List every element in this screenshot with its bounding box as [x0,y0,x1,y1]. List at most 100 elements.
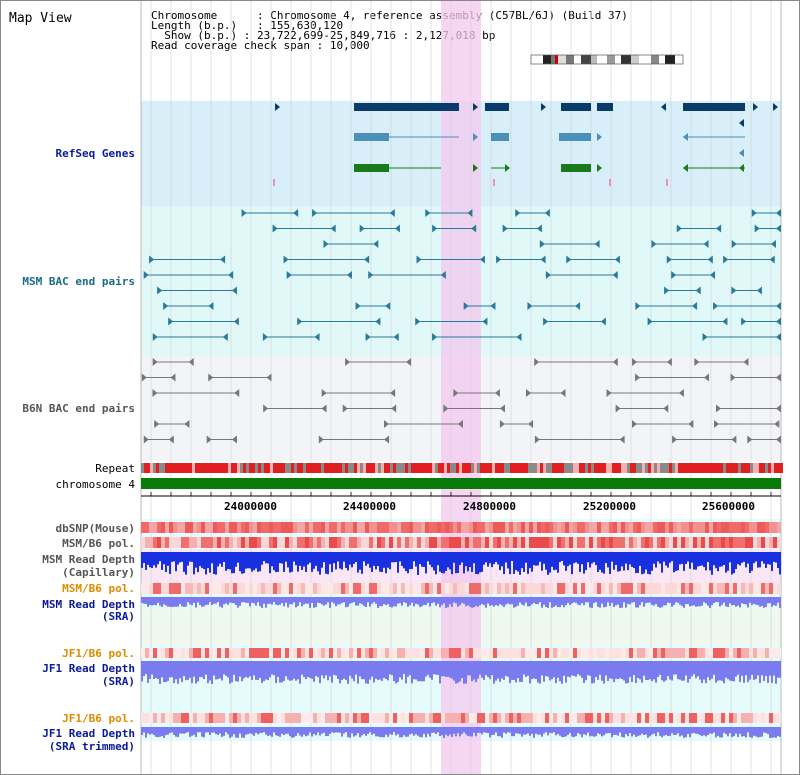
read-depth-bar [531,597,533,605]
read-depth-bar [449,727,451,735]
heat-cell [397,713,401,723]
read-depth-bar [465,552,467,567]
read-depth-bar [283,552,285,573]
heat-cell [261,522,265,533]
heat-cell [653,522,657,533]
heat-cell [249,648,253,658]
repeat-segment [246,463,249,473]
heat-cell [281,522,285,533]
msm-bac-end-marker [440,271,446,279]
heat-cell [557,522,561,533]
read-depth-bar [495,727,497,733]
heat-cell [541,583,545,594]
read-depth-bar [453,552,455,563]
read-depth-bar [305,552,307,572]
read-depth-bar [351,661,353,679]
heat-cell [345,537,349,548]
read-depth-bar [339,552,341,569]
read-depth-bar [667,727,669,737]
read-depth-bar [159,727,161,737]
read-depth-bar [511,727,513,737]
read-depth-bar [249,727,251,734]
repeat-segment [684,463,687,473]
repeat-segment [375,463,378,473]
heat-cell [725,583,729,594]
read-depth-bar [599,727,601,735]
heat-cell [345,583,349,594]
read-depth-bar [473,727,475,733]
read-depth-bar [393,661,395,682]
read-depth-bar [275,552,277,573]
read-depth-bar [401,552,403,567]
read-depth-bar [479,661,481,675]
read-depth-bar [701,661,703,683]
heat-cell [741,583,745,594]
chromosome-ideogram-band [591,55,597,64]
read-depth-bar [153,727,155,736]
heat-cell [205,648,209,658]
heat-cell [393,537,397,548]
heat-cell [313,583,317,594]
heat-cell [257,713,261,723]
read-depth-bar [379,727,381,738]
read-depth-bar [725,597,727,607]
b6n-bac-end-marker [406,358,412,366]
msm-bac-end-marker [695,286,701,295]
read-depth-bar [229,597,231,603]
repeat-segment [696,463,699,473]
read-depth-bar [315,727,317,736]
read-depth-bar [347,597,349,607]
read-depth-bar [283,727,285,736]
heat-cell [281,648,285,658]
heat-cell [661,522,665,533]
heat-cell [317,522,321,533]
heat-cell [485,522,489,533]
track-label-msm-bac[interactable]: MSM BAC end pairs [22,275,135,288]
read-depth-bar [213,597,215,604]
read-depth-bar [591,727,593,736]
repeat-segment [216,463,219,473]
read-depth-bar [351,552,353,568]
heat-cell [169,583,173,594]
read-depth-bar [777,661,779,678]
read-depth-bar [691,597,693,606]
read-depth-bar [729,597,731,604]
track-label-refseq[interactable]: RefSeq Genes [55,147,135,160]
read-depth-bar [683,552,685,571]
read-depth-bar [613,661,615,683]
msm-bac-end-marker [635,302,641,310]
msm-bac-end-marker [710,271,716,279]
region-info: Chromosome : Chromosome 4, reference ass… [151,9,628,52]
read-depth-bar [321,552,323,568]
repeat-segment [195,463,198,473]
read-depth-bar [765,597,767,607]
heat-cell [633,522,637,533]
read-depth-bar [737,552,739,565]
read-depth-bar [183,552,185,572]
read-depth-bar [575,597,577,603]
read-depth-bar [719,597,721,607]
read-depth-bar [681,727,683,736]
heat-cell [437,583,441,594]
heat-cell [189,713,193,723]
read-depth-bar [207,661,209,684]
msm-bac-end-marker [393,333,399,341]
read-depth-bar [273,661,275,676]
read-depth-bar [699,597,701,607]
heat-cell [769,713,773,723]
heat-cell [553,648,557,658]
heat-cell [669,537,673,548]
axis-tick-label: 24800000 [463,500,516,513]
heat-cell [405,522,409,533]
heat-cell [717,522,721,533]
heat-cell [709,713,713,723]
track-label-b6n-bac[interactable]: B6N BAC end pairs [22,402,135,415]
read-depth-bar [395,661,397,684]
heat-cell [377,522,381,533]
read-depth-bar [183,661,185,676]
read-depth-bar [531,661,533,680]
heat-cell [673,713,677,723]
heat-cell [541,522,545,533]
heat-cell [477,713,481,723]
